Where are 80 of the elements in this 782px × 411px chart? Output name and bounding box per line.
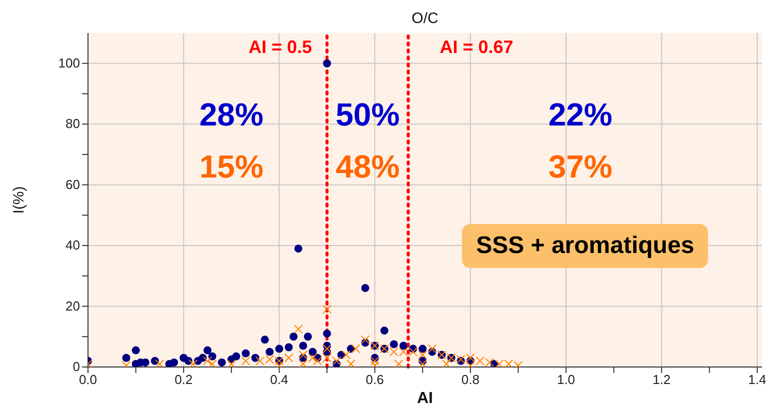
annotation: 22% bbox=[548, 96, 612, 134]
point bbox=[361, 284, 370, 292]
point bbox=[284, 353, 294, 362]
x-tick-label: 1.0 bbox=[556, 372, 576, 388]
point bbox=[150, 356, 159, 365]
point bbox=[290, 332, 298, 341]
point bbox=[251, 354, 260, 362]
point bbox=[241, 356, 250, 366]
point bbox=[284, 343, 293, 352]
point bbox=[132, 346, 140, 354]
point bbox=[184, 356, 192, 365]
point bbox=[323, 59, 332, 68]
point bbox=[304, 332, 312, 341]
ref-line-label: AI = 0.67 bbox=[440, 36, 514, 57]
point bbox=[155, 359, 164, 367]
point bbox=[294, 324, 303, 334]
annotation: 15% bbox=[199, 148, 264, 186]
point bbox=[360, 335, 370, 344]
point bbox=[332, 356, 342, 366]
point bbox=[322, 353, 332, 362]
point bbox=[226, 359, 236, 367]
y-tick-label: 60 bbox=[66, 176, 80, 192]
point bbox=[418, 344, 427, 353]
point bbox=[218, 358, 226, 366]
y-tick-label: 0 bbox=[72, 359, 80, 374]
annotation: 28% bbox=[199, 96, 264, 134]
point bbox=[390, 340, 398, 348]
x-tick-label: 0.2 bbox=[174, 372, 193, 388]
point bbox=[308, 348, 317, 356]
point bbox=[342, 350, 351, 360]
point bbox=[298, 359, 308, 367]
y-axis-title: I(%) bbox=[10, 186, 28, 214]
x-tick-label: 1.2 bbox=[652, 372, 671, 388]
y-tick-label: 40 bbox=[66, 238, 80, 253]
x-tick-label: 0.4 bbox=[270, 372, 288, 388]
point bbox=[370, 356, 380, 366]
point bbox=[198, 354, 207, 362]
point bbox=[203, 356, 212, 366]
point bbox=[312, 356, 322, 366]
y-tick-label: 100 bbox=[58, 55, 80, 70]
y-tick-label: 80 bbox=[66, 116, 80, 132]
point bbox=[204, 346, 212, 354]
point bbox=[322, 304, 332, 314]
point bbox=[208, 359, 217, 367]
point bbox=[322, 344, 332, 354]
annotation: SSS + aromatiques bbox=[462, 224, 708, 268]
point bbox=[394, 359, 404, 367]
chart-title: O/C bbox=[410, 10, 440, 27]
x-tick-label: 1.4 bbox=[748, 372, 766, 388]
point bbox=[418, 359, 428, 367]
point bbox=[380, 326, 388, 335]
point bbox=[122, 354, 130, 362]
point bbox=[428, 344, 437, 354]
annotation: 37% bbox=[548, 148, 612, 186]
point bbox=[266, 348, 274, 356]
point bbox=[232, 352, 240, 360]
x-tick-label: 0.0 bbox=[78, 372, 98, 388]
point bbox=[399, 342, 408, 350]
annotation: 48% bbox=[336, 148, 400, 186]
x-tick-label: 0.6 bbox=[366, 372, 384, 388]
x-tick-label: 0.8 bbox=[461, 372, 480, 388]
point bbox=[170, 358, 178, 366]
point bbox=[242, 349, 250, 358]
ref-line-label: AI = 0.5 bbox=[248, 36, 312, 57]
point bbox=[298, 350, 308, 360]
point bbox=[208, 352, 216, 360]
point bbox=[308, 353, 318, 362]
point bbox=[260, 336, 269, 344]
point bbox=[346, 359, 356, 367]
point bbox=[275, 344, 284, 353]
point bbox=[351, 344, 360, 354]
point bbox=[323, 330, 332, 338]
point bbox=[294, 244, 302, 253]
y-tick-label: 20 bbox=[66, 298, 80, 314]
point bbox=[418, 350, 428, 360]
point bbox=[188, 359, 198, 367]
annotation: 50% bbox=[336, 96, 400, 134]
point bbox=[442, 359, 452, 367]
x-axis-title: AI bbox=[417, 390, 433, 407]
point bbox=[299, 342, 308, 350]
